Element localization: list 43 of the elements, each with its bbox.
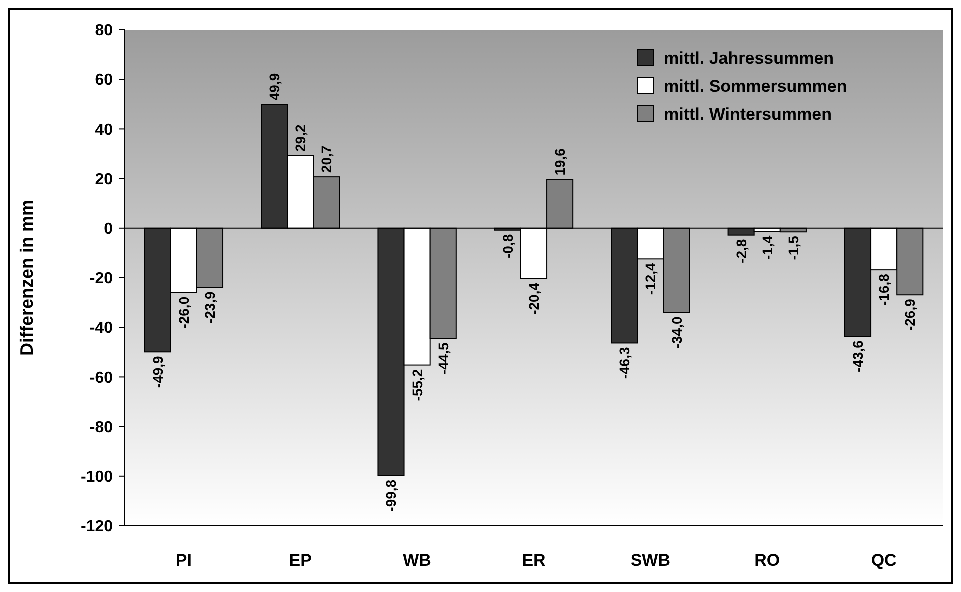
x-tick-label: WB: [403, 551, 432, 570]
y-tick-label: -60: [90, 370, 114, 387]
y-tick-label: 20: [95, 171, 114, 188]
x-tick-label: QC: [871, 551, 897, 570]
data-label: -1,5: [785, 236, 802, 260]
data-label: -26,0: [176, 296, 192, 329]
data-label: -34,0: [668, 316, 685, 349]
data-label: -0,8: [500, 234, 516, 259]
data-label: -49,9: [150, 356, 166, 388]
data-label: 29,2: [292, 124, 309, 152]
y-tick-label: 40: [95, 122, 114, 139]
data-label: -2,8: [733, 239, 750, 264]
data-label: 49,9: [266, 73, 283, 101]
x-tick-label: RO: [754, 551, 780, 570]
data-label: -16,8: [876, 274, 892, 306]
y-axis-title: Differenzen in mm: [17, 200, 37, 356]
data-label: 19,6: [552, 148, 568, 176]
y-tick-label: -120: [80, 518, 114, 536]
legend-label: mittl. Wintersummen: [664, 104, 832, 124]
data-label: -55,2: [409, 369, 426, 402]
x-tick-label: PI: [176, 551, 192, 570]
legend-label: mittl. Sommersummen: [664, 76, 848, 96]
data-label: -43,6: [850, 340, 866, 372]
data-label: -26,9: [902, 298, 918, 332]
legend-label: mittl. Jahressummen: [664, 48, 834, 68]
x-tick-label: SWB: [630, 551, 671, 570]
y-tick-label: -80: [90, 419, 114, 436]
y-tick-label: 0: [104, 221, 114, 238]
data-label: -1,4: [759, 236, 776, 260]
y-tick-label: -20: [90, 270, 114, 288]
x-tick-label: EP: [289, 551, 312, 570]
data-label: -12,4: [642, 262, 659, 296]
data-label: -20,4: [526, 282, 542, 315]
y-tick-label: -40: [90, 320, 114, 338]
data-label: -23,9: [202, 291, 218, 324]
y-tick-label: 60: [95, 72, 114, 90]
data-label: -99,8: [383, 480, 400, 512]
data-label: 20,7: [318, 146, 335, 174]
y-tick-label: -100: [80, 469, 114, 486]
data-label: -44,5: [435, 342, 452, 375]
data-label: -46,3: [616, 347, 633, 380]
y-tick-label: 80: [95, 22, 114, 40]
x-tick-label: ER: [522, 551, 546, 570]
